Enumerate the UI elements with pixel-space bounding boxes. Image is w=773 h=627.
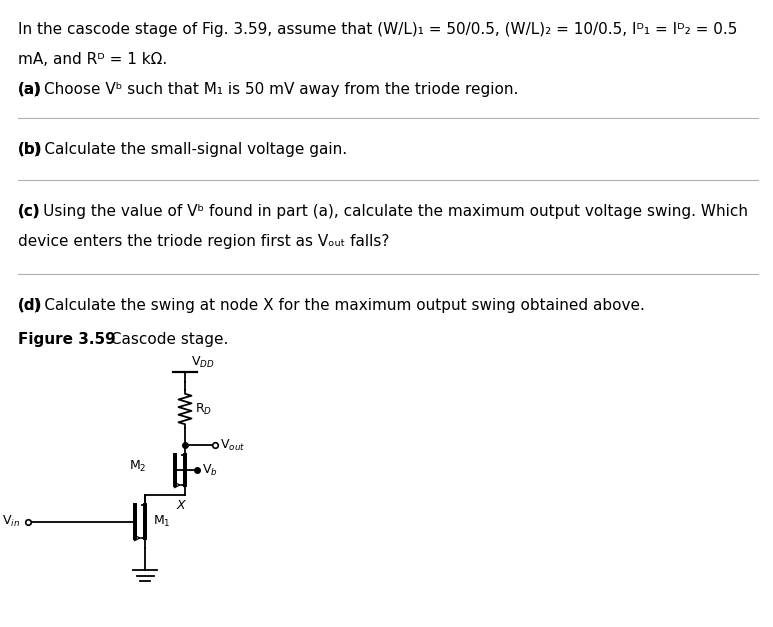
Text: X: X bbox=[177, 499, 186, 512]
Text: V$_{in}$: V$_{in}$ bbox=[2, 514, 20, 529]
Text: (a) Choose Vᵇ such that M₁ is 50 mV away from the triode region.: (a) Choose Vᵇ such that M₁ is 50 mV away… bbox=[18, 82, 519, 97]
Text: (d): (d) bbox=[18, 298, 43, 313]
Text: device enters the triode region first as Vₒᵤₜ falls?: device enters the triode region first as… bbox=[18, 234, 390, 249]
Text: V$_b$: V$_b$ bbox=[202, 463, 218, 478]
Text: R$_D$: R$_D$ bbox=[195, 401, 212, 416]
Text: V$_{out}$: V$_{out}$ bbox=[220, 438, 245, 453]
Text: (d) Calculate the swing at node X for the maximum output swing obtained above.: (d) Calculate the swing at node X for th… bbox=[18, 298, 645, 313]
Text: Figure 3.59: Figure 3.59 bbox=[18, 332, 116, 347]
Text: (c) Using the value of Vᵇ found in part (a), calculate the maximum output voltag: (c) Using the value of Vᵇ found in part … bbox=[18, 204, 748, 219]
Text: In the cascode stage of Fig. 3.59, assume that (W/L)₁ = 50/0.5, (W/L)₂ = 10/0.5,: In the cascode stage of Fig. 3.59, assum… bbox=[18, 22, 737, 37]
Text: V$_{DD}$: V$_{DD}$ bbox=[191, 355, 215, 370]
Text: (b) Calculate the small-signal voltage gain.: (b) Calculate the small-signal voltage g… bbox=[18, 142, 347, 157]
Text: M$_2$: M$_2$ bbox=[130, 458, 147, 473]
Text: M$_1$: M$_1$ bbox=[153, 514, 171, 529]
Text: Cascode stage.: Cascode stage. bbox=[106, 332, 228, 347]
Text: (c): (c) bbox=[18, 204, 41, 219]
Text: mA, and Rᴰ = 1 kΩ.: mA, and Rᴰ = 1 kΩ. bbox=[18, 52, 167, 67]
Text: (b): (b) bbox=[18, 142, 43, 157]
Text: (a): (a) bbox=[18, 82, 42, 97]
